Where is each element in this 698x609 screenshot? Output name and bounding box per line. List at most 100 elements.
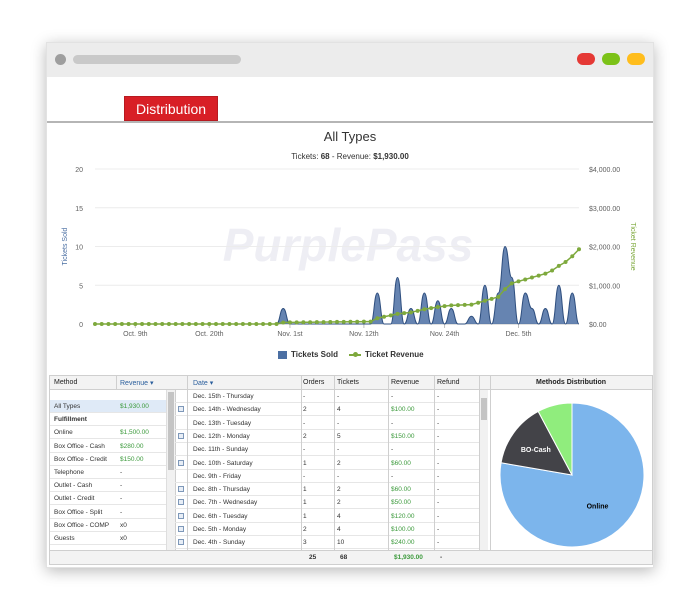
revenue-point[interactable] (449, 303, 454, 308)
revenue-point[interactable] (408, 310, 413, 315)
date-row[interactable]: Dec. 7th - Wednesday 1 2 $50.00 - (175, 496, 479, 510)
revenue-point[interactable] (496, 294, 501, 299)
method-row[interactable]: Box Office - Credit $150.00 (50, 453, 166, 466)
revenue-point[interactable] (261, 322, 266, 326)
expand-row-icon[interactable] (178, 526, 184, 532)
method-row[interactable]: Guests x0 (50, 532, 166, 545)
th-method[interactable]: Method (54, 379, 78, 386)
revenue-point[interactable] (214, 322, 218, 326)
dates-scroll-thumb[interactable] (481, 398, 487, 420)
method-row[interactable]: All Types $1,930.00 (50, 400, 166, 413)
revenue-point[interactable] (543, 271, 548, 276)
revenue-point[interactable] (355, 319, 360, 324)
revenue-point[interactable] (207, 322, 212, 326)
th-revenue[interactable]: Revenue ▾ (120, 380, 154, 387)
date-row[interactable]: Dec. 14th - Wednesday 2 4 $100.00 - (175, 403, 479, 417)
revenue-point[interactable] (556, 263, 561, 268)
th-revenue-date[interactable]: Revenue (391, 379, 420, 386)
revenue-point[interactable] (462, 302, 467, 307)
revenue-point[interactable] (93, 322, 97, 326)
th-date[interactable]: Date ▾ (193, 380, 214, 387)
maximize-window-button[interactable] (602, 53, 620, 65)
expand-row-icon[interactable] (178, 512, 184, 519)
revenue-point[interactable] (563, 260, 568, 264)
methods-scrollbar[interactable] (166, 390, 175, 550)
method-row[interactable]: Online $1,500.00 (50, 426, 166, 440)
revenue-point[interactable] (160, 322, 165, 326)
revenue-point[interactable] (274, 322, 279, 326)
revenue-point[interactable] (482, 298, 487, 303)
method-row[interactable]: Box Office - COMP x0 (50, 519, 166, 532)
expand-row-icon[interactable] (178, 539, 184, 546)
date-row[interactable]: Dec. 11th - Sunday - - - - (175, 443, 479, 457)
revenue-point[interactable] (442, 304, 447, 309)
legend-revenue[interactable]: Ticket Revenue (349, 350, 424, 359)
revenue-point[interactable] (146, 322, 151, 326)
revenue-point[interactable] (187, 322, 192, 326)
revenue-point[interactable] (254, 322, 259, 326)
expand-row-icon[interactable] (178, 499, 184, 506)
revenue-point[interactable] (140, 322, 145, 326)
revenue-point[interactable] (348, 319, 353, 324)
method-row[interactable]: Box Office - Split - (50, 506, 166, 519)
revenue-point[interactable] (476, 300, 481, 305)
revenue-point[interactable] (267, 322, 272, 326)
revenue-point[interactable] (503, 287, 508, 292)
revenue-point[interactable] (456, 303, 460, 308)
revenue-point[interactable] (509, 281, 514, 286)
revenue-point[interactable] (126, 322, 131, 326)
revenue-point[interactable] (113, 322, 118, 326)
revenue-point[interactable] (536, 273, 541, 278)
revenue-point[interactable] (382, 314, 387, 319)
th-tickets[interactable]: Tickets (337, 379, 359, 386)
method-row[interactable]: Telephone - (50, 466, 166, 479)
date-row[interactable]: Dec. 5th - Monday 2 4 $100.00 - (175, 523, 479, 536)
revenue-point[interactable] (173, 322, 178, 326)
revenue-point[interactable] (422, 307, 427, 312)
legend-tickets[interactable]: Tickets Sold (278, 350, 338, 359)
expand-row-icon[interactable] (178, 459, 184, 466)
revenue-point[interactable] (570, 254, 575, 259)
revenue-point[interactable] (529, 275, 534, 280)
expand-row-icon[interactable] (178, 406, 184, 413)
revenue-point[interactable] (388, 313, 393, 318)
address-bar[interactable] (73, 55, 241, 64)
revenue-point[interactable] (577, 247, 581, 252)
expand-row-icon[interactable] (178, 432, 184, 439)
date-row[interactable]: Dec. 10th - Saturday 1 2 $60.00 - (175, 457, 479, 470)
revenue-point[interactable] (247, 322, 252, 326)
date-row[interactable]: Dec. 15th - Thursday - - - - (175, 390, 479, 403)
date-row[interactable]: Dec. 8th - Thursday 1 2 $60.00 - (175, 483, 479, 497)
revenue-point[interactable] (294, 320, 299, 325)
expand-row-icon[interactable] (178, 486, 184, 493)
method-row[interactable]: Outlet - Credit - (50, 492, 166, 506)
revenue-point[interactable] (240, 322, 245, 326)
date-row[interactable]: Dec. 9th - Friday - - - - (175, 470, 479, 483)
revenue-point[interactable] (281, 320, 286, 325)
revenue-point[interactable] (368, 319, 373, 324)
method-row[interactable]: Box Office - Cash $280.00 (50, 440, 166, 453)
revenue-point[interactable] (375, 316, 380, 321)
tickets-area[interactable] (95, 246, 579, 325)
date-row[interactable]: Dec. 6th - Tuesday 1 4 $120.00 - (175, 510, 479, 523)
methods-scroll-thumb[interactable] (168, 392, 174, 470)
revenue-point[interactable] (166, 322, 171, 326)
revenue-point[interactable] (361, 319, 366, 324)
revenue-point[interactable] (227, 322, 232, 326)
revenue-point[interactable] (489, 296, 494, 301)
close-window-button[interactable] (577, 53, 595, 65)
minimize-window-button[interactable] (627, 53, 645, 65)
revenue-point[interactable] (301, 320, 306, 325)
revenue-point[interactable] (415, 308, 420, 313)
th-refund[interactable]: Refund (437, 379, 460, 386)
revenue-point[interactable] (550, 268, 555, 273)
date-row[interactable]: Dec. 12th - Monday 2 5 $150.00 - (175, 430, 479, 443)
revenue-point[interactable] (180, 322, 185, 326)
revenue-point[interactable] (435, 304, 440, 309)
revenue-point[interactable] (523, 277, 528, 282)
revenue-point[interactable] (341, 319, 346, 324)
method-row[interactable]: Fulfillment (50, 413, 166, 427)
th-orders[interactable]: Orders (303, 379, 325, 386)
dates-scrollbar[interactable] (479, 390, 488, 550)
revenue-point[interactable] (516, 279, 521, 284)
